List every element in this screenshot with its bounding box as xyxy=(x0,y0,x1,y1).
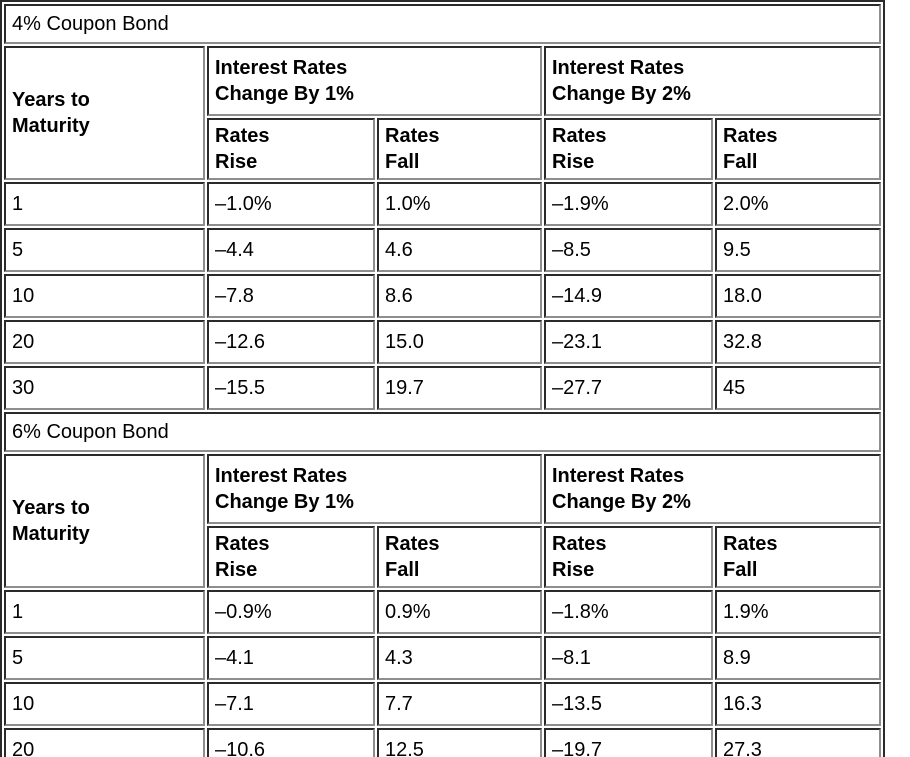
value-cell: –8.1 xyxy=(544,636,713,680)
value-cell: 1.0% xyxy=(377,182,542,226)
maturity-cell: 20 xyxy=(4,320,205,364)
maturity-cell: 5 xyxy=(4,228,205,272)
value-cell: 9.5 xyxy=(715,228,882,272)
value-cell: –12.6 xyxy=(207,320,375,364)
maturity-cell: 10 xyxy=(4,274,205,318)
value-cell: 1.9% xyxy=(715,590,882,634)
value-cell: –1.0% xyxy=(207,182,375,226)
table-title-4pct: 4% Coupon Bond xyxy=(4,4,882,44)
group-header-change-2pct: Interest Rates Change By 2% xyxy=(544,46,882,116)
value-cell: –4.4 xyxy=(207,228,375,272)
table-row: 5 –4.1 4.3 –8.1 8.9 xyxy=(4,636,882,680)
value-cell: –27.7 xyxy=(544,366,713,410)
group-header-change-1pct: Interest Rates Change By 1% xyxy=(207,454,542,524)
value-cell: 12.5 xyxy=(377,728,542,757)
value-cell: –7.1 xyxy=(207,682,375,726)
value-cell: 8.9 xyxy=(715,636,882,680)
value-cell: 0.9% xyxy=(377,590,542,634)
years-to-maturity-header: Years to Maturity xyxy=(4,454,205,588)
value-cell: –8.5 xyxy=(544,228,713,272)
value-cell: 2.0% xyxy=(715,182,882,226)
value-cell: –14.9 xyxy=(544,274,713,318)
maturity-cell: 20 xyxy=(4,728,205,757)
group-header-change-1pct: Interest Rates Change By 1% xyxy=(207,46,542,116)
value-cell: 27.3 xyxy=(715,728,882,757)
sub-header-row: Rates Rise Rates Fall Rates Rise Rates F… xyxy=(4,526,882,588)
table-row: 1 –0.9% 0.9% –1.8% 1.9% xyxy=(4,590,882,634)
value-cell: 4.6 xyxy=(377,228,542,272)
sub-header-rates-rise-2pct: Rates Rise xyxy=(544,118,713,180)
value-cell: 32.8 xyxy=(715,320,882,364)
group-header-change-2pct: Interest Rates Change By 2% xyxy=(544,454,882,524)
value-cell: 19.7 xyxy=(377,366,542,410)
bond-sensitivity-table: 4% Coupon Bond Years to Maturity Interes… xyxy=(0,0,886,757)
table-row: 1 –1.0% 1.0% –1.9% 2.0% xyxy=(4,182,882,226)
value-cell: –4.1 xyxy=(207,636,375,680)
group-header-row: Years to Maturity Interest Rates Change … xyxy=(4,454,882,588)
table-row: 20 –10.6 12.5 –19.7 27.3 xyxy=(4,728,882,757)
sub-header-rates-fall-1pct: Rates Fall xyxy=(377,526,542,588)
sub-header-rates-fall-2pct: Rates Fall xyxy=(715,118,882,180)
sub-header-rates-rise-1pct: Rates Rise xyxy=(207,118,375,180)
sub-header-rates-fall-2pct: Rates Fall xyxy=(715,526,882,588)
table-row: 10 –7.1 7.7 –13.5 16.3 xyxy=(4,682,882,726)
table-title-row: 4% Coupon Bond xyxy=(4,4,882,44)
value-cell: 4.3 xyxy=(377,636,542,680)
table-row: 10 –7.8 8.6 –14.9 18.0 xyxy=(4,274,882,318)
value-cell: –10.6 xyxy=(207,728,375,757)
maturity-cell: 30 xyxy=(4,366,205,410)
value-cell: 18.0 xyxy=(715,274,882,318)
value-cell: –0.9% xyxy=(207,590,375,634)
table-row: 5 –4.4 4.6 –8.5 9.5 xyxy=(4,228,882,272)
table-row: 20 –12.6 15.0 –23.1 32.8 xyxy=(4,320,882,364)
table-row: 30 –15.5 19.7 –27.7 45 xyxy=(4,366,882,410)
maturity-cell: 5 xyxy=(4,636,205,680)
value-cell: 7.7 xyxy=(377,682,542,726)
sub-header-row: Rates Rise Rates Fall Rates Rise Rates F… xyxy=(4,118,882,180)
sub-header-rates-fall-1pct: Rates Fall xyxy=(377,118,542,180)
value-cell: –1.9% xyxy=(544,182,713,226)
value-cell: –19.7 xyxy=(544,728,713,757)
value-cell: –23.1 xyxy=(544,320,713,364)
sub-header-rates-rise-1pct: Rates Rise xyxy=(207,526,375,588)
value-cell: 15.0 xyxy=(377,320,542,364)
value-cell: –1.8% xyxy=(544,590,713,634)
value-cell: –7.8 xyxy=(207,274,375,318)
value-cell: 45 xyxy=(715,366,882,410)
value-cell: –13.5 xyxy=(544,682,713,726)
maturity-cell: 1 xyxy=(4,590,205,634)
value-cell: 8.6 xyxy=(377,274,542,318)
years-to-maturity-header: Years to Maturity xyxy=(4,46,205,180)
sub-header-rates-rise-2pct: Rates Rise xyxy=(544,526,713,588)
group-header-row: Years to Maturity Interest Rates Change … xyxy=(4,46,882,180)
table-title-row: 6% Coupon Bond xyxy=(4,412,882,452)
value-cell: –15.5 xyxy=(207,366,375,410)
maturity-cell: 1 xyxy=(4,182,205,226)
maturity-cell: 10 xyxy=(4,682,205,726)
value-cell: 16.3 xyxy=(715,682,882,726)
table-title-6pct: 6% Coupon Bond xyxy=(4,412,882,452)
